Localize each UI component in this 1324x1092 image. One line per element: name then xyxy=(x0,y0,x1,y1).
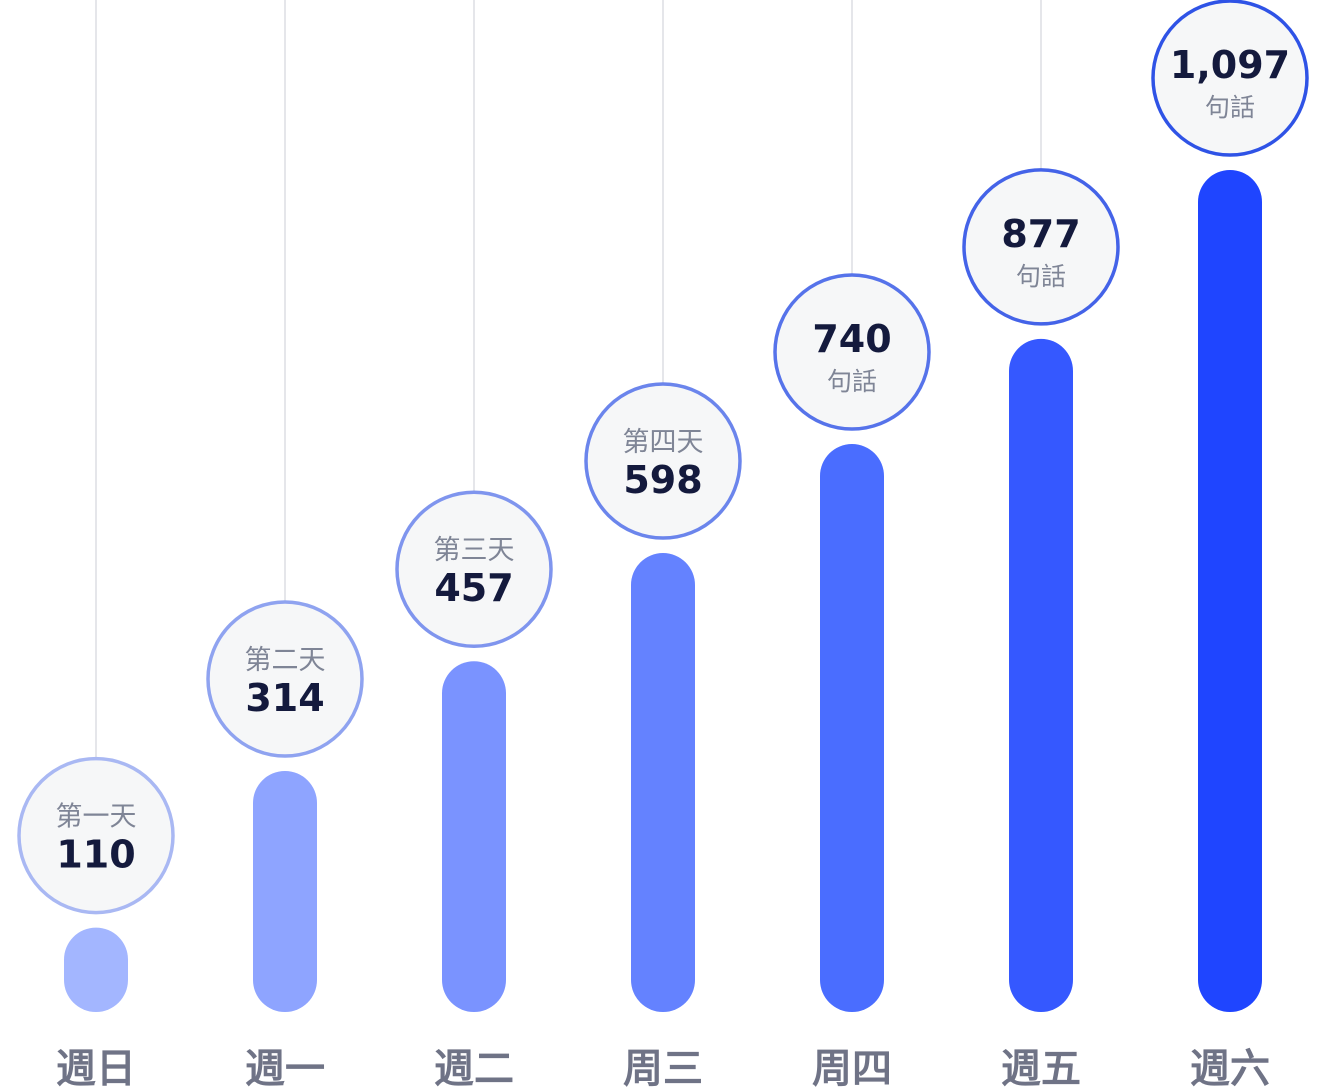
bubble-circle xyxy=(962,168,1120,326)
data-label: 740 xyxy=(812,317,891,361)
bubble-circle xyxy=(206,600,364,758)
bar-3 xyxy=(442,661,506,1012)
bubble-caption: 第一天 xyxy=(56,802,137,833)
bubble-unit: 句話 xyxy=(1205,93,1255,122)
value-bubble-5: 740 句話 xyxy=(773,273,931,431)
guide-lines xyxy=(95,0,1231,759)
x-tick-label: 週六 xyxy=(1190,1046,1270,1092)
data-label: 877 xyxy=(1001,212,1080,256)
value-bubble-6: 877 句話 xyxy=(962,168,1120,326)
bubble-caption: 第四天 xyxy=(623,427,704,458)
x-tick-label: 週二 xyxy=(434,1046,514,1092)
bubble-caption: 第三天 xyxy=(434,535,515,566)
data-label: 314 xyxy=(245,676,324,720)
bubble-circle xyxy=(17,756,175,915)
data-label: 598 xyxy=(623,458,702,502)
x-tick-label: 周三 xyxy=(623,1046,703,1092)
data-label: 457 xyxy=(434,566,513,610)
value-bubbles: 第一天110第二天314第三天457第四天598740句話877句話1,097句… xyxy=(17,0,1309,915)
value-bubble-7: 1,097 句話 xyxy=(1151,0,1309,157)
bar-7 xyxy=(1198,170,1262,1012)
x-tick-label: 周四 xyxy=(812,1046,892,1092)
bar-4 xyxy=(631,553,695,1012)
bar-1 xyxy=(64,927,128,1012)
bubble-circle xyxy=(1151,0,1309,157)
bubble-circle xyxy=(584,382,742,540)
bubble-caption: 第二天 xyxy=(245,645,326,676)
bubble-circle xyxy=(773,273,931,431)
bubble-circle xyxy=(395,490,553,648)
bubble-unit: 句話 xyxy=(827,367,877,396)
x-tick-label: 週一 xyxy=(245,1046,325,1092)
data-label: 110 xyxy=(56,833,135,877)
bubble-unit: 句話 xyxy=(1016,262,1066,291)
bar-5 xyxy=(820,444,884,1012)
bars xyxy=(64,170,1262,1012)
bar-2 xyxy=(253,770,317,1012)
bar-6 xyxy=(1009,338,1073,1012)
x-tick-label: 週五 xyxy=(1001,1046,1081,1092)
data-label: 1,097 xyxy=(1170,43,1290,87)
category-labels: 週日 週一 週二 周三 周四 週五 週六 xyxy=(56,1046,1270,1092)
x-tick-label: 週日 xyxy=(56,1046,136,1092)
